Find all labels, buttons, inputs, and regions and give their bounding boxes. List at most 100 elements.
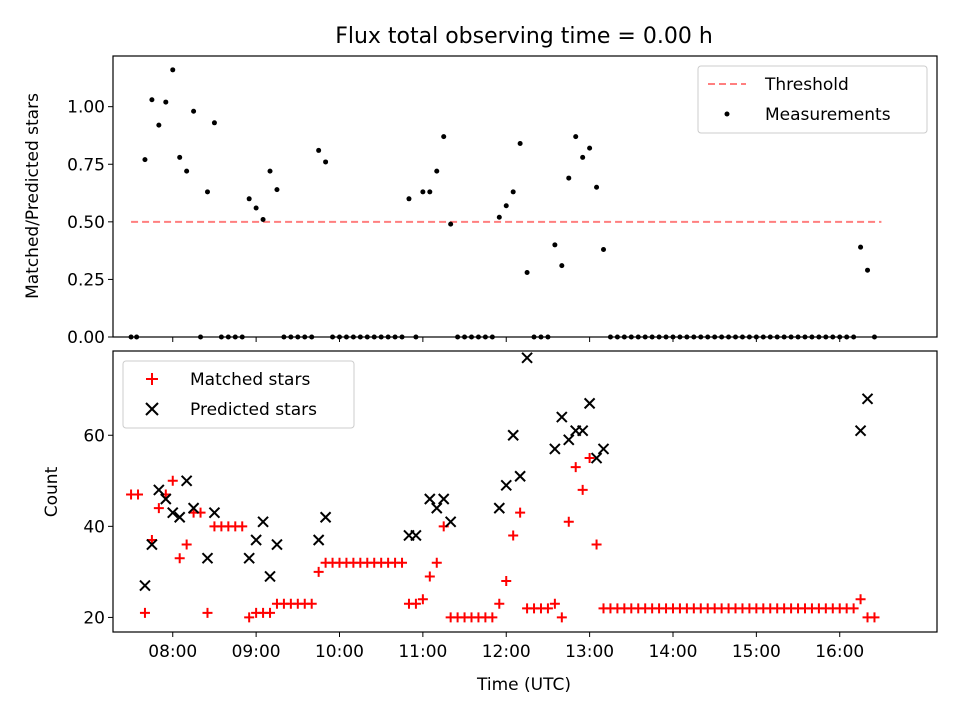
predicted-star-point bbox=[590, 452, 603, 464]
matched-star-point bbox=[397, 557, 408, 568]
measurement-point bbox=[865, 267, 871, 273]
predicted-star-point bbox=[167, 506, 179, 519]
measurement-point bbox=[559, 263, 565, 269]
predicted-star-point bbox=[257, 516, 269, 528]
predicted-star-point bbox=[250, 534, 262, 546]
top-y-tick-label: 0.25 bbox=[67, 270, 105, 290]
bottom-x-tick-label: 16:00 bbox=[815, 642, 864, 662]
predicted-star-point bbox=[444, 516, 457, 528]
predicted-star-point bbox=[424, 493, 436, 505]
measurement-point bbox=[184, 168, 190, 174]
measurement-point bbox=[156, 122, 162, 128]
legend-matched-swatch bbox=[146, 373, 158, 385]
predicted-star-point bbox=[201, 552, 214, 564]
matched-star-point bbox=[549, 598, 560, 609]
predicted-star-point bbox=[146, 538, 158, 551]
bottom-plot-frame bbox=[112, 350, 938, 633]
matched-star-point bbox=[855, 594, 866, 605]
measurement-point bbox=[517, 141, 523, 147]
legend-predicted-label: Predicted stars bbox=[190, 400, 317, 420]
bottom-x-tick-label: 11:00 bbox=[398, 642, 447, 662]
matched-star-point bbox=[313, 566, 324, 577]
measurement-point bbox=[163, 99, 169, 105]
predicted-star-point bbox=[438, 493, 450, 505]
measurement-point bbox=[587, 145, 593, 151]
measurement-point bbox=[406, 196, 412, 202]
legend-measurements-swatch bbox=[724, 111, 730, 117]
bottom-x-tick-label: 09:00 bbox=[232, 642, 281, 662]
matched-star-point bbox=[584, 453, 595, 464]
matched-star-point bbox=[577, 484, 588, 495]
matched-star-point bbox=[570, 462, 581, 473]
measurement-point bbox=[274, 187, 280, 193]
predicted-star-point bbox=[208, 506, 221, 519]
measurement-point bbox=[149, 97, 155, 103]
measurement-point bbox=[510, 189, 516, 195]
predicted-star-point bbox=[576, 424, 589, 437]
predicted-star-point bbox=[410, 529, 422, 542]
measurement-point bbox=[177, 154, 183, 160]
predicted-star-point bbox=[160, 493, 172, 505]
measurement-point bbox=[204, 189, 210, 195]
bottom-y-axis-label: Count bbox=[42, 466, 62, 517]
matched-star-point bbox=[133, 489, 144, 500]
predicted-star-point bbox=[153, 484, 165, 496]
bottom-x-ticks: 08:00 09:00 10:00 11:00 12:00 13:00 14:00 15:00… bbox=[148, 632, 864, 662]
matched-star-point bbox=[410, 598, 421, 609]
matched-star-points bbox=[126, 453, 880, 623]
predicted-star-point bbox=[493, 502, 506, 514]
measurement-point bbox=[448, 221, 454, 227]
measurement-point bbox=[267, 168, 273, 174]
predicted-star-point bbox=[549, 443, 561, 455]
measurement-point bbox=[170, 67, 176, 73]
measurement-point bbox=[316, 147, 322, 153]
bottom-x-tick-label: 08:00 bbox=[148, 642, 197, 662]
measurement-point bbox=[601, 246, 607, 252]
top-y-ticks: 0.00 0.25 0.50 0.75 1.00 bbox=[67, 98, 113, 348]
matched-star-point bbox=[501, 575, 512, 586]
measurement-point bbox=[420, 189, 426, 195]
top-chart-title: Flux total observing time = 0.00 h bbox=[335, 24, 713, 49]
top-legend-box bbox=[697, 65, 928, 134]
predicted-star-point bbox=[514, 470, 526, 482]
bottom-legend: Matched stars Predicted stars bbox=[122, 360, 355, 429]
bottom-x-tick-label: 12:00 bbox=[482, 642, 531, 662]
bottom-y-tick-label: 40 bbox=[83, 517, 105, 537]
measurement-point bbox=[441, 134, 447, 140]
matched-star-point bbox=[174, 553, 185, 564]
matched-star-point bbox=[556, 612, 567, 623]
measurement-point bbox=[496, 214, 502, 220]
matched-star-point bbox=[265, 607, 276, 618]
measurement-point bbox=[323, 159, 329, 165]
predicted-star-point bbox=[264, 570, 276, 583]
predicted-star-point bbox=[583, 397, 596, 410]
legend-threshold-label: Threshold bbox=[764, 75, 849, 95]
predicted-star-point bbox=[180, 475, 193, 487]
matched-star-point bbox=[848, 603, 859, 614]
predicted-star-point bbox=[271, 538, 283, 551]
matched-star-point bbox=[139, 607, 150, 618]
matched-star-point bbox=[494, 598, 505, 609]
predicted-star-point bbox=[173, 511, 186, 523]
predicted-star-point bbox=[431, 502, 443, 514]
top-y-tick-label: 0.00 bbox=[67, 328, 105, 348]
legend-matched-label: Matched stars bbox=[190, 370, 310, 390]
predicted-star-point bbox=[854, 424, 867, 437]
predicted-star-point bbox=[139, 579, 151, 592]
measurement-point bbox=[573, 134, 579, 140]
bottom-x-axis-label: Time (UTC) bbox=[476, 675, 571, 695]
measurement-point bbox=[260, 217, 266, 223]
bottom-x-tick-label: 15:00 bbox=[732, 642, 781, 662]
matched-star-point bbox=[487, 612, 498, 623]
bottom-y-ticks: 20 40 60 bbox=[83, 426, 113, 628]
matched-star-point bbox=[202, 607, 213, 618]
predicted-star-point bbox=[319, 511, 332, 523]
measurement-point bbox=[524, 270, 530, 276]
bottom-x-tick-label: 10:00 bbox=[315, 642, 364, 662]
matched-star-point bbox=[508, 530, 519, 541]
measurement-point bbox=[858, 244, 864, 250]
top-legend: Threshold Measurements bbox=[697, 65, 928, 134]
predicted-star-point bbox=[312, 534, 325, 546]
measurement-point bbox=[246, 196, 252, 202]
top-plot-frame bbox=[112, 55, 938, 338]
